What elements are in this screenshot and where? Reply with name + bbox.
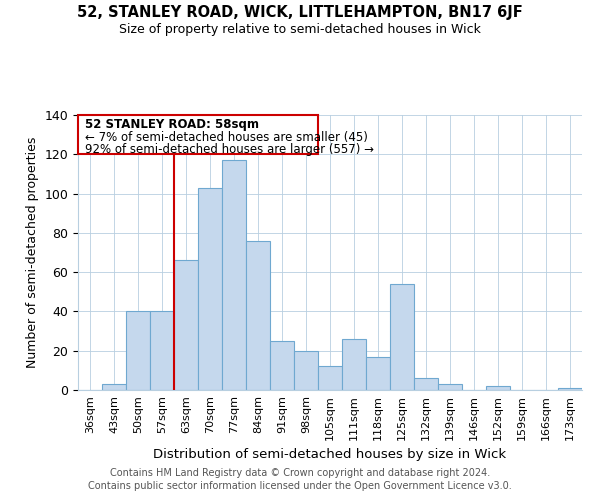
- Bar: [414, 378, 438, 390]
- Bar: [486, 386, 510, 390]
- Bar: [366, 356, 390, 390]
- Bar: [294, 350, 318, 390]
- Bar: [270, 341, 294, 390]
- Bar: [222, 160, 246, 390]
- Text: 52 STANLEY ROAD: 58sqm: 52 STANLEY ROAD: 58sqm: [85, 118, 259, 131]
- Bar: [246, 240, 270, 390]
- X-axis label: Distribution of semi-detached houses by size in Wick: Distribution of semi-detached houses by …: [154, 448, 506, 461]
- Bar: [558, 388, 582, 390]
- Text: ← 7% of semi-detached houses are smaller (45): ← 7% of semi-detached houses are smaller…: [85, 130, 368, 143]
- Text: Size of property relative to semi-detached houses in Wick: Size of property relative to semi-detach…: [119, 22, 481, 36]
- Bar: [318, 366, 342, 390]
- Bar: [198, 188, 222, 390]
- Text: Contains public sector information licensed under the Open Government Licence v3: Contains public sector information licen…: [88, 481, 512, 491]
- Text: 92% of semi-detached houses are larger (557) →: 92% of semi-detached houses are larger (…: [85, 142, 374, 156]
- Text: Contains HM Land Registry data © Crown copyright and database right 2024.: Contains HM Land Registry data © Crown c…: [110, 468, 490, 477]
- Text: 52, STANLEY ROAD, WICK, LITTLEHAMPTON, BN17 6JF: 52, STANLEY ROAD, WICK, LITTLEHAMPTON, B…: [77, 5, 523, 20]
- Bar: [78, 115, 318, 154]
- Bar: [102, 384, 126, 390]
- Bar: [390, 284, 414, 390]
- Bar: [126, 312, 150, 390]
- Bar: [150, 312, 174, 390]
- Bar: [438, 384, 462, 390]
- Y-axis label: Number of semi-detached properties: Number of semi-detached properties: [26, 137, 39, 368]
- Bar: [342, 339, 366, 390]
- Bar: [174, 260, 198, 390]
